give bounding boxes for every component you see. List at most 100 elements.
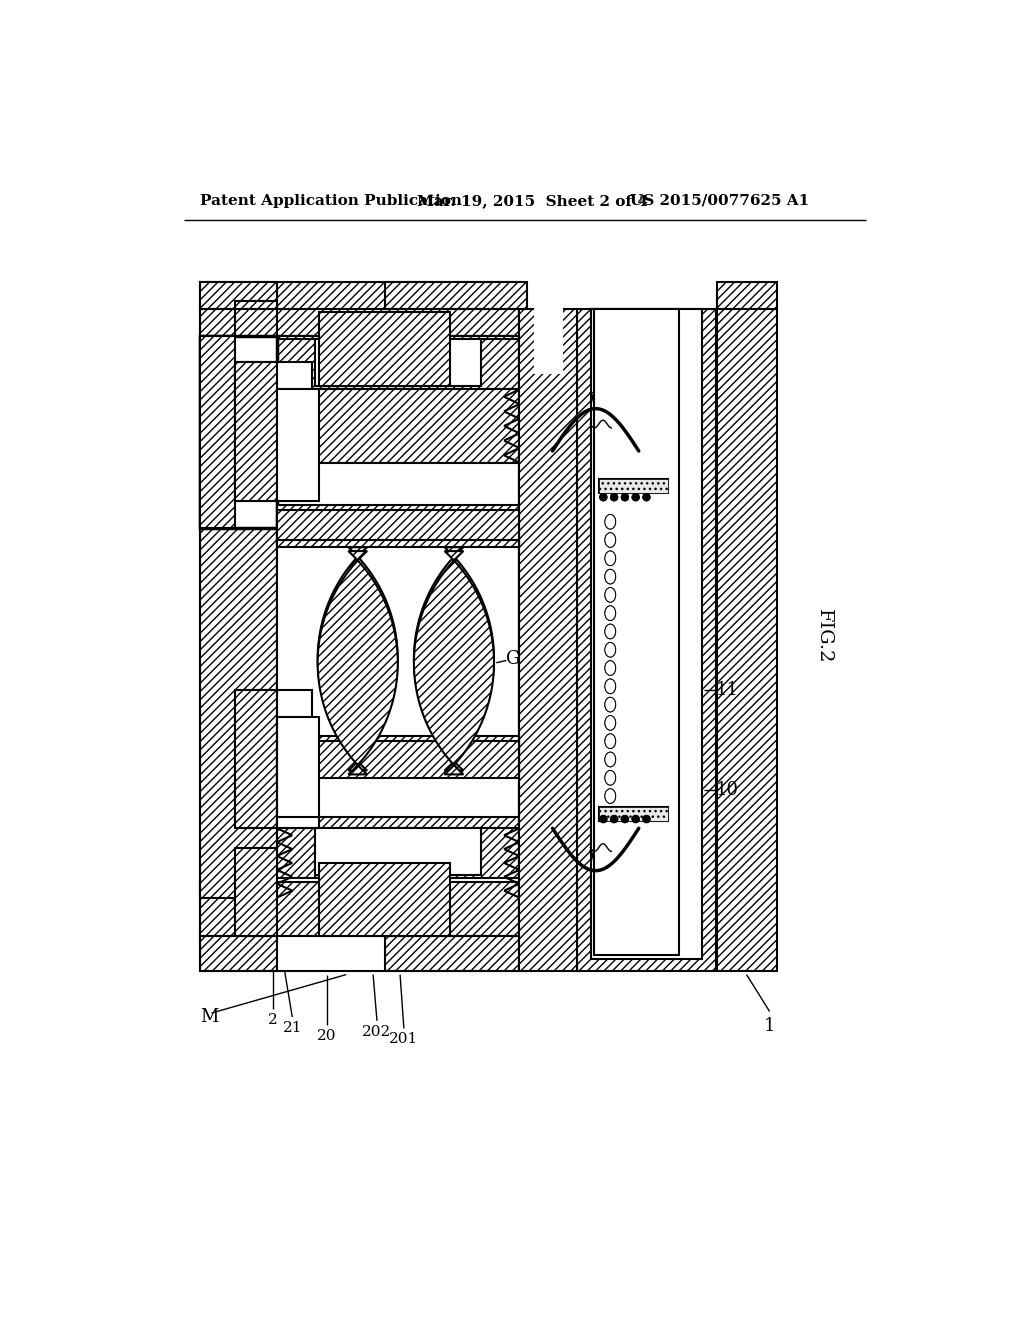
Bar <box>315 339 481 385</box>
Circle shape <box>643 494 650 500</box>
Text: W: W <box>589 850 607 869</box>
Ellipse shape <box>605 715 615 730</box>
Bar <box>234 689 311 829</box>
Text: 13: 13 <box>466 758 488 776</box>
Bar <box>591 309 701 960</box>
Text: Mar. 19, 2015  Sheet 2 of 4: Mar. 19, 2015 Sheet 2 of 4 <box>417 194 648 207</box>
Circle shape <box>632 494 639 500</box>
Bar <box>276 540 519 817</box>
Ellipse shape <box>605 789 615 804</box>
Ellipse shape <box>605 643 615 657</box>
Ellipse shape <box>605 569 615 583</box>
Ellipse shape <box>605 752 615 767</box>
Bar <box>276 755 519 829</box>
Text: G: G <box>506 649 520 668</box>
Ellipse shape <box>605 661 615 676</box>
Bar <box>315 829 481 875</box>
Bar <box>200 335 276 528</box>
Ellipse shape <box>605 550 615 566</box>
Bar <box>234 363 276 502</box>
Ellipse shape <box>605 587 615 602</box>
Bar <box>717 281 777 309</box>
Bar <box>276 825 519 878</box>
Text: 12: 12 <box>519 458 543 475</box>
Ellipse shape <box>605 533 615 548</box>
Bar <box>234 363 311 502</box>
Ellipse shape <box>605 715 615 730</box>
Bar <box>385 281 527 309</box>
Circle shape <box>610 816 617 822</box>
Bar <box>276 737 519 775</box>
Bar <box>594 309 679 956</box>
Ellipse shape <box>605 771 615 785</box>
Bar <box>200 281 276 309</box>
Circle shape <box>632 816 639 822</box>
Ellipse shape <box>605 624 615 639</box>
Ellipse shape <box>605 643 615 657</box>
Text: Patent Application Publication: Patent Application Publication <box>200 194 462 207</box>
Text: 3: 3 <box>543 788 554 807</box>
Ellipse shape <box>605 734 615 748</box>
Polygon shape <box>317 552 397 775</box>
Ellipse shape <box>605 771 615 785</box>
Ellipse shape <box>605 697 615 711</box>
Bar <box>519 309 578 970</box>
Text: 11: 11 <box>716 681 738 698</box>
Bar <box>276 717 319 829</box>
Circle shape <box>632 816 639 822</box>
Bar <box>599 807 668 821</box>
Bar <box>385 936 527 970</box>
Text: M: M <box>200 1008 218 1026</box>
Circle shape <box>600 816 607 822</box>
Bar <box>276 742 519 779</box>
Ellipse shape <box>605 533 615 548</box>
Circle shape <box>643 494 650 500</box>
Circle shape <box>610 494 617 500</box>
Text: US 2015/0077625 A1: US 2015/0077625 A1 <box>630 194 809 207</box>
Circle shape <box>610 494 617 500</box>
Bar <box>200 335 234 528</box>
Circle shape <box>622 816 629 822</box>
Bar <box>276 506 519 544</box>
Circle shape <box>622 494 629 500</box>
Ellipse shape <box>605 569 615 583</box>
Text: FIG.2: FIG.2 <box>814 609 833 663</box>
Text: 20: 20 <box>317 1028 337 1043</box>
Text: W: W <box>589 392 607 411</box>
Text: 10: 10 <box>716 781 738 799</box>
Bar <box>319 313 451 385</box>
Text: 201: 201 <box>389 1032 419 1047</box>
Bar <box>234 847 276 936</box>
Circle shape <box>622 494 629 500</box>
Bar <box>200 281 519 335</box>
Text: 2: 2 <box>268 1014 278 1027</box>
Bar <box>276 389 319 502</box>
Circle shape <box>643 816 650 822</box>
Bar <box>276 511 519 548</box>
Text: 21: 21 <box>283 1020 302 1035</box>
Ellipse shape <box>605 678 615 693</box>
Ellipse shape <box>605 606 615 620</box>
Bar <box>276 389 519 462</box>
Ellipse shape <box>605 697 615 711</box>
Ellipse shape <box>605 734 615 748</box>
Circle shape <box>600 494 607 500</box>
Bar <box>535 301 563 374</box>
Bar <box>200 936 276 970</box>
Ellipse shape <box>605 678 615 693</box>
Bar <box>234 689 276 829</box>
Circle shape <box>622 816 629 822</box>
Circle shape <box>600 494 607 500</box>
Bar <box>599 807 668 821</box>
Ellipse shape <box>605 606 615 620</box>
Bar <box>319 863 451 936</box>
Bar <box>234 301 276 389</box>
Bar <box>200 335 276 898</box>
Circle shape <box>643 816 650 822</box>
Ellipse shape <box>605 752 615 767</box>
Circle shape <box>632 494 639 500</box>
Ellipse shape <box>605 550 615 566</box>
Polygon shape <box>414 548 494 771</box>
Bar <box>578 309 716 970</box>
Bar <box>200 882 519 936</box>
